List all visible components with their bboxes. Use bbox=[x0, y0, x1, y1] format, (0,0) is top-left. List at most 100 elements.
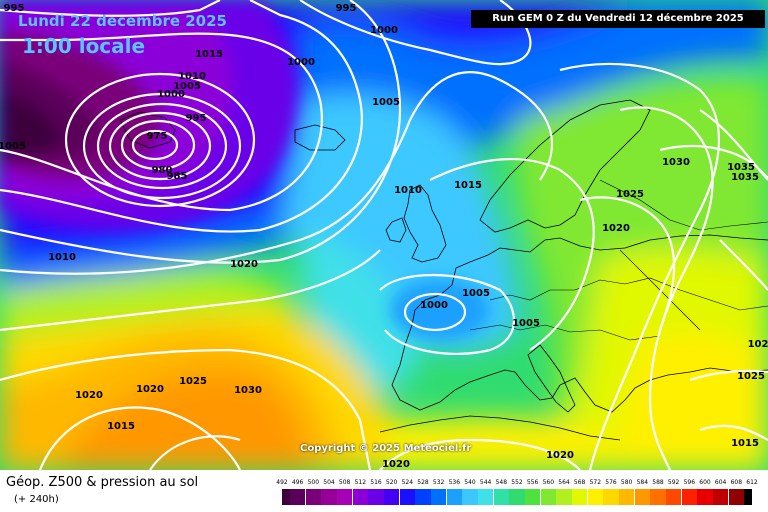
legend-tick-label: 536 bbox=[448, 479, 461, 486]
legend-swatch bbox=[289, 489, 306, 505]
legend-tick-label: 520 bbox=[385, 479, 398, 486]
isobar-label: 1020 bbox=[75, 390, 103, 401]
legend-swatch bbox=[352, 489, 369, 505]
legend-swatch bbox=[368, 489, 384, 505]
isobar-label: 1015 bbox=[454, 180, 482, 191]
isobar-label: 1000 bbox=[157, 89, 185, 100]
isobar-label: 975 bbox=[147, 131, 168, 142]
legend-tick-label: 580 bbox=[620, 479, 633, 486]
legend-tick-label: 560 bbox=[542, 479, 555, 486]
legend-swatch bbox=[681, 489, 698, 505]
isobar-label: 995 bbox=[186, 113, 207, 124]
isobar-label: 995 bbox=[336, 3, 357, 14]
legend-swatch bbox=[744, 489, 752, 505]
isobar-label: 1015 bbox=[107, 421, 135, 432]
isobar-label: 1000 bbox=[420, 300, 448, 311]
legend-tick-label: 496 bbox=[291, 479, 304, 486]
isobar-label: 1015 bbox=[195, 49, 223, 60]
isobar-label: 1035 bbox=[727, 162, 755, 173]
isobar-label: 1005 bbox=[462, 288, 490, 299]
legend-swatch bbox=[305, 489, 322, 505]
legend-swatch bbox=[571, 489, 588, 505]
legend-swatch bbox=[618, 489, 635, 505]
isobar-label: 1020 bbox=[382, 459, 410, 470]
isobar-label: 1015 bbox=[731, 438, 759, 449]
legend-swatch bbox=[509, 489, 525, 505]
legend-tick-label: 588 bbox=[652, 479, 664, 486]
legend-swatch bbox=[321, 489, 337, 505]
legend-tick-label: 556 bbox=[526, 479, 539, 486]
legend-tick-label: 564 bbox=[558, 479, 570, 486]
isobar-label: 1035 bbox=[731, 172, 759, 183]
isobar-label: 1025 bbox=[179, 376, 207, 387]
legend-tick-label: 504 bbox=[323, 479, 335, 486]
isobar-label: 1020 bbox=[546, 450, 574, 461]
isobar-label: 1030 bbox=[662, 157, 690, 168]
geopotential-color-field bbox=[0, 0, 768, 470]
legend-tick-label: 528 bbox=[417, 479, 429, 486]
legend-swatch bbox=[665, 489, 682, 505]
legend-swatch bbox=[415, 489, 431, 505]
legend-swatch bbox=[587, 489, 604, 505]
legend-tick-label: 604 bbox=[714, 479, 727, 486]
isobar-label: 1000 bbox=[370, 25, 398, 36]
legend-tick-label: 524 bbox=[401, 479, 414, 486]
isobar-label: 102 bbox=[748, 339, 768, 350]
legend-swatch bbox=[634, 489, 651, 505]
isobars bbox=[0, 0, 768, 470]
legend-tick-label: 596 bbox=[683, 479, 696, 486]
legend-swatch bbox=[477, 489, 494, 505]
isobar-label: 985 bbox=[167, 171, 188, 182]
isobar-label: 1005 bbox=[0, 141, 26, 152]
legend-tick-label: 548 bbox=[495, 479, 508, 486]
legend-tick-label: 584 bbox=[636, 479, 649, 486]
legend-tick-label: 492 bbox=[276, 479, 288, 486]
valid-date: Lundi 22 decembre 2025 bbox=[18, 12, 227, 30]
legend-tick-label: 552 bbox=[511, 479, 523, 486]
isobar-label: 1020 bbox=[602, 223, 630, 234]
color-legend: 492 496 500 504 508 512 516 520 524 528 532 536 540 5… bbox=[276, 479, 758, 509]
legend-tick-label: 600 bbox=[699, 479, 711, 486]
isobar-label: 1025 bbox=[737, 371, 765, 382]
legend-swatch bbox=[697, 489, 713, 505]
legend-tick-label: 608 bbox=[730, 479, 743, 486]
field-title: Géop. Z500 & pression au sol bbox=[6, 475, 199, 490]
legend-swatch bbox=[524, 489, 541, 505]
legend-tick-label: 544 bbox=[479, 479, 492, 486]
legend-swatch bbox=[712, 489, 729, 505]
legend-swatch bbox=[603, 489, 619, 505]
legend-swatch bbox=[728, 489, 745, 505]
isobar-label: 980 bbox=[152, 165, 173, 176]
legend-tick-label: 512 bbox=[354, 479, 367, 486]
legend-tick-label: 612 bbox=[746, 479, 758, 486]
legend-tick-label: 500 bbox=[307, 479, 320, 486]
run-info-banner: Run GEM 0 Z du Vendredi 12 décembre 2025 bbox=[471, 10, 765, 28]
legend-tick-label: 532 bbox=[432, 479, 445, 486]
legend-swatch bbox=[430, 489, 447, 505]
legend-tick-label: 568 bbox=[573, 479, 586, 486]
map-footer: Géop. Z500 & pression au sol (+ 240h) 49… bbox=[0, 470, 768, 512]
legend-swatch bbox=[493, 489, 510, 505]
legend-swatch bbox=[336, 489, 353, 505]
legend-swatch bbox=[556, 489, 572, 505]
isobar-label: 1005 bbox=[372, 97, 400, 108]
legend-swatch bbox=[650, 489, 666, 505]
legend-tick-label: 540 bbox=[464, 479, 476, 486]
isobar-label: 1020 bbox=[136, 384, 164, 395]
legend-swatch bbox=[446, 489, 463, 505]
legend-swatch bbox=[399, 489, 416, 505]
isobar-label: 1030 bbox=[234, 385, 262, 396]
local-time: 1:00 locale bbox=[22, 34, 146, 58]
forecast-map: 995 995 1000 1015 1010 1005 1000 995 975… bbox=[0, 0, 768, 470]
isobar-label: 1005 bbox=[512, 318, 540, 329]
legend-swatch bbox=[282, 489, 290, 505]
isobar-label: 1010 bbox=[178, 71, 206, 82]
isobar-label: 1020 bbox=[230, 259, 258, 270]
isobar-label: 1025 bbox=[616, 189, 644, 200]
lead-time: (+ 240h) bbox=[14, 494, 59, 505]
isobar-label: 995 bbox=[4, 3, 25, 14]
legend-swatch bbox=[540, 489, 557, 505]
isobar-label: 1000 bbox=[287, 57, 315, 68]
legend-tick-label: 576 bbox=[605, 479, 617, 486]
